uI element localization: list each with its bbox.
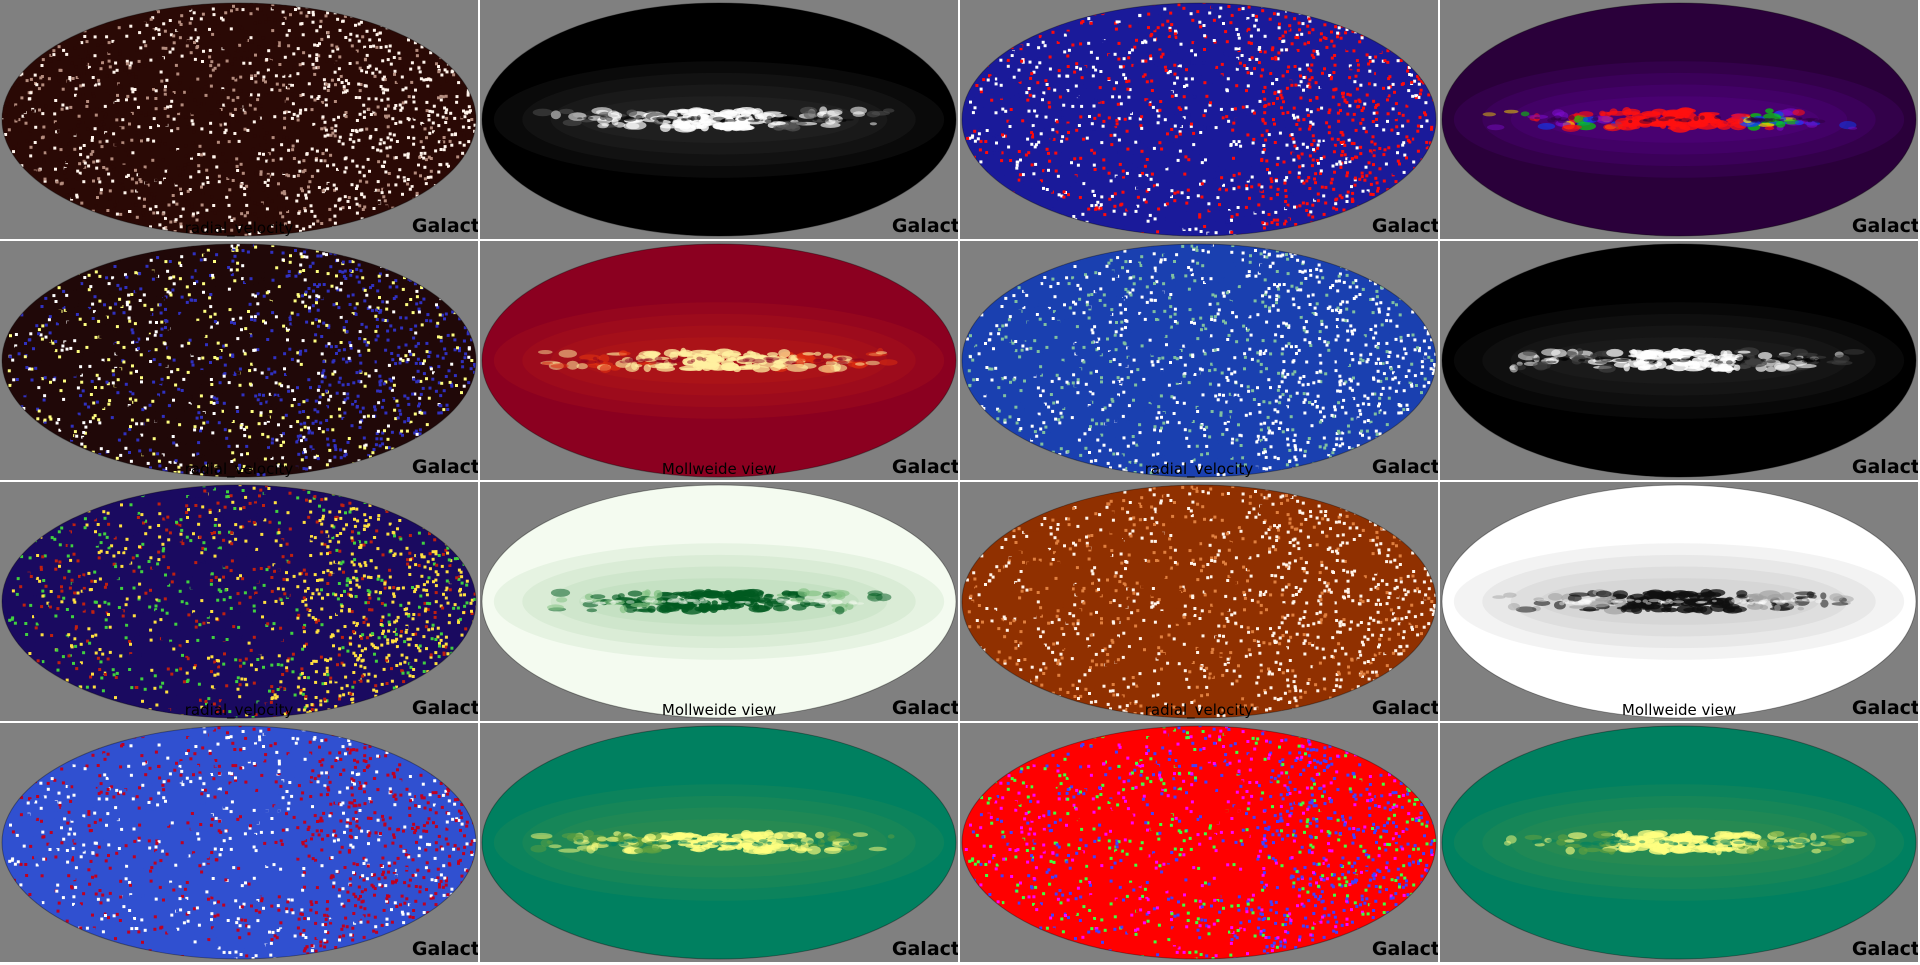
panel-caption: Mollweide view <box>480 702 958 719</box>
coordinate-system-label: Galact <box>412 216 478 236</box>
sky-map-panel: Galact <box>0 723 478 962</box>
coordinate-system-label: Galact <box>1372 216 1438 236</box>
coordinate-system-label: Galact <box>1852 457 1918 477</box>
coordinate-system-label: Galact <box>892 698 958 718</box>
mollweide-map <box>1 484 477 719</box>
mollweide-map <box>1 243 477 478</box>
sky-map-panel: Mollweide view Galact <box>480 482 958 721</box>
sky-map-panel: radial_velocity Galact <box>0 482 478 721</box>
coordinate-system-label: Galact <box>412 698 478 718</box>
mollweide-map <box>961 484 1437 719</box>
mollweide-map <box>1 725 477 960</box>
coordinate-system-label: Galact <box>892 457 958 477</box>
sky-map-panel: Galact <box>480 723 958 962</box>
panel-caption: radial_velocity <box>0 461 478 478</box>
sky-map-panel: radial_velocity Galact <box>0 0 478 239</box>
sky-map-panel: Galact <box>1440 0 1918 239</box>
mollweide-map <box>1441 2 1917 237</box>
mollweide-map <box>1441 725 1917 960</box>
sky-map-panel: Mollweide view Galact <box>1440 482 1918 721</box>
coordinate-system-label: Galact <box>892 216 958 236</box>
mollweide-map <box>961 243 1437 478</box>
coordinate-system-label: Galact <box>1372 698 1438 718</box>
mollweide-map <box>961 725 1437 960</box>
mollweide-map <box>481 2 957 237</box>
mollweide-map <box>961 2 1437 237</box>
coordinate-system-label: Galact <box>1852 216 1918 236</box>
coordinate-system-label: Galact <box>1852 939 1918 959</box>
coordinate-system-label: Galact <box>412 457 478 477</box>
coordinate-system-label: Galact <box>1372 939 1438 959</box>
panel-caption: radial_velocity <box>960 702 1438 719</box>
coordinate-system-label: Galact <box>1372 457 1438 477</box>
panel-caption: Mollweide view <box>1440 702 1918 719</box>
mollweide-map <box>1441 484 1917 719</box>
sky-map-panel: Galact <box>1440 241 1918 480</box>
sky-map-panel: radial_velocity Galact <box>960 482 1438 721</box>
mollweide-map <box>481 725 957 960</box>
sky-map-panel: Galact <box>960 723 1438 962</box>
sky-map-panel: Galact <box>1440 723 1918 962</box>
sky-map-panel: radial_velocity Galact <box>0 241 478 480</box>
mollweide-map <box>1441 243 1917 478</box>
sky-map-panel: Galact <box>960 0 1438 239</box>
mollweide-map <box>481 243 957 478</box>
panel-caption: radial_velocity <box>0 702 478 719</box>
coordinate-system-label: Galact <box>892 939 958 959</box>
sky-map-panel: radial_velocity Galact <box>960 241 1438 480</box>
sky-map-panel: Mollweide view Galact <box>480 241 958 480</box>
sky-map-panel: Galact <box>480 0 958 239</box>
panel-caption: Mollweide view <box>480 461 958 478</box>
panel-caption: radial_velocity <box>0 220 478 237</box>
coordinate-system-label: Galact <box>412 939 478 959</box>
mollweide-map <box>481 484 957 719</box>
mollweide-map <box>1 2 477 237</box>
panel-caption: radial_velocity <box>960 461 1438 478</box>
coordinate-system-label: Galact <box>1852 698 1918 718</box>
